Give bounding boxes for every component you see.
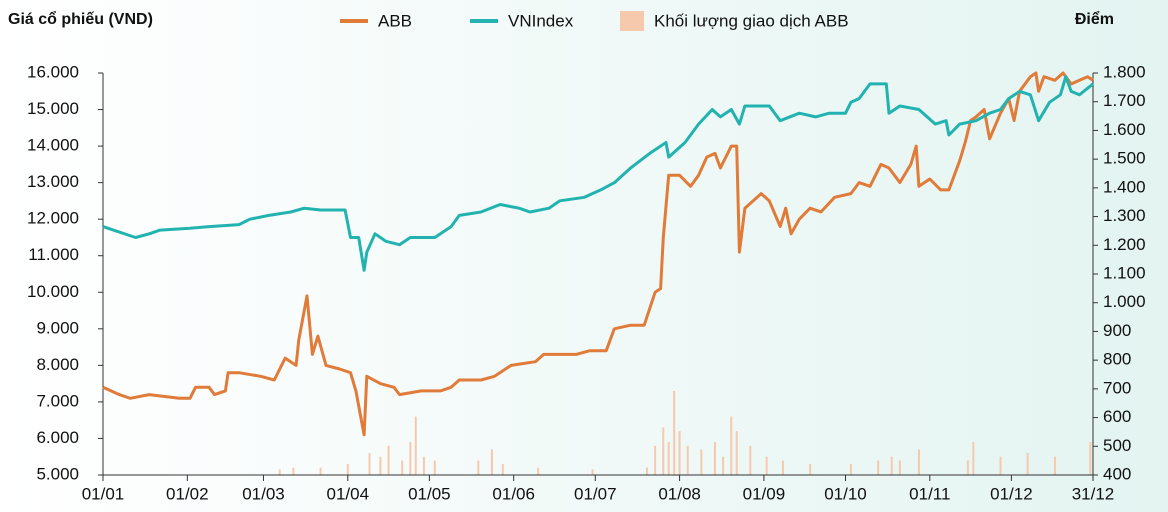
volume-bar [477, 460, 480, 475]
volume-bar [700, 449, 703, 475]
x-tick-label: 01/01 [82, 484, 125, 503]
volume-bar [673, 390, 676, 475]
y-tick-label: 7.000 [36, 391, 79, 410]
y-tick-label: 9.000 [36, 318, 79, 337]
legend-label: Khối lượng giao dịch ABB [654, 11, 849, 30]
y2-tick-label: 1.700 [1103, 91, 1146, 110]
y2-tick-label: 1.200 [1103, 235, 1146, 254]
y-tick-label: 14.000 [27, 136, 79, 155]
volume-bar [722, 456, 725, 475]
x-tick-label: 01/11 [909, 484, 950, 503]
volume-bar [966, 460, 969, 475]
y-tick-label: 8.000 [36, 355, 79, 374]
y-tick-label: 11.000 [28, 245, 79, 264]
x-tick-label: 01/06 [492, 484, 535, 503]
x-tick-label: 01/03 [242, 484, 285, 503]
x-tick-label: 01/08 [658, 484, 701, 503]
y2-tick-label: 1.300 [1103, 206, 1146, 225]
volume-bar [292, 467, 295, 475]
y2-tick-label: 1.800 [1103, 62, 1146, 81]
y2-tick-label: 700 [1103, 378, 1131, 397]
y2-tick-label: 1.400 [1103, 177, 1146, 196]
volume-bar [1053, 456, 1056, 475]
volume-bar [409, 442, 412, 475]
volume-bar [387, 445, 390, 475]
volume-bar [667, 442, 670, 475]
legend-swatch [620, 11, 644, 31]
x-tick-label: 01/07 [574, 484, 617, 503]
volume-bar [898, 460, 901, 475]
y-tick-label: 5.000 [36, 464, 79, 483]
y2-tick-label: 1.000 [1103, 292, 1146, 311]
volume-bar [654, 445, 657, 475]
legend-label: ABB [378, 11, 412, 30]
line-series [102, 75, 1094, 272]
y2-tick-label: 900 [1103, 321, 1131, 340]
y2-tick-label: 800 [1103, 350, 1131, 369]
y2-tick-label: 600 [1103, 407, 1131, 426]
y-tick-label: 15.000 [27, 99, 79, 118]
volume-bar [713, 442, 716, 475]
volume-bar [537, 467, 540, 475]
volume-bar [591, 469, 594, 475]
y-tick-label: 10.000 [27, 282, 79, 301]
volume-bar [917, 449, 920, 475]
volume-bar [890, 456, 893, 475]
volume-bar [809, 464, 812, 475]
volume-bar [645, 467, 648, 475]
x-tick-label: 01/02 [166, 484, 209, 503]
volume-bar [422, 456, 425, 475]
y-tick-label: 12.000 [27, 209, 79, 228]
x-tick-label: 01/09 [743, 484, 786, 503]
volume-bar [662, 427, 665, 475]
volume-bar [849, 464, 852, 475]
volume-bar [414, 416, 417, 475]
volume-bar [999, 456, 1002, 475]
volume-bar [433, 460, 436, 475]
x-tick-label: 01/05 [408, 484, 451, 503]
chart-title: Giá cổ phiếu (VND) [8, 10, 153, 28]
volume-bar [319, 467, 322, 475]
volume-bar [678, 431, 681, 475]
volume-bar [490, 449, 493, 475]
line-series [102, 71, 1094, 437]
volume-bar [735, 431, 738, 475]
legend-label: VNIndex [508, 11, 574, 30]
volume-bar [730, 416, 733, 475]
volume-bar [686, 445, 689, 475]
volume-bar [379, 456, 382, 475]
y2-tick-label: 1.500 [1103, 149, 1146, 168]
volume-bar [749, 445, 752, 475]
y2-axis-title: Điểm [1075, 10, 1114, 28]
volume-bar [401, 460, 404, 475]
x-tick-label: 01/12 [990, 484, 1033, 503]
x-tick-label: 31/12 [1072, 484, 1115, 503]
volume-bar [278, 469, 281, 475]
y-tick-label: 6.000 [36, 428, 79, 447]
volume-bar [1089, 442, 1092, 475]
x-tick-label: 01/04 [327, 484, 370, 503]
volume-bar [877, 460, 880, 475]
y2-tick-label: 1.600 [1103, 120, 1146, 139]
volume-bar [972, 442, 975, 475]
volume-bar [765, 456, 768, 475]
y2-tick-label: 1.100 [1103, 263, 1146, 282]
x-tick-label: 01/10 [824, 484, 867, 503]
volume-bar [501, 464, 504, 475]
volume-bar [368, 453, 371, 475]
y2-tick-label: 500 [1103, 436, 1131, 455]
volume-bar [781, 460, 784, 475]
volume-bar [346, 464, 349, 475]
volume-bar [1026, 453, 1029, 475]
y-tick-label: 13.000 [27, 172, 79, 191]
y-tick-label: 16.000 [27, 62, 79, 81]
y2-tick-label: 400 [1103, 464, 1131, 483]
